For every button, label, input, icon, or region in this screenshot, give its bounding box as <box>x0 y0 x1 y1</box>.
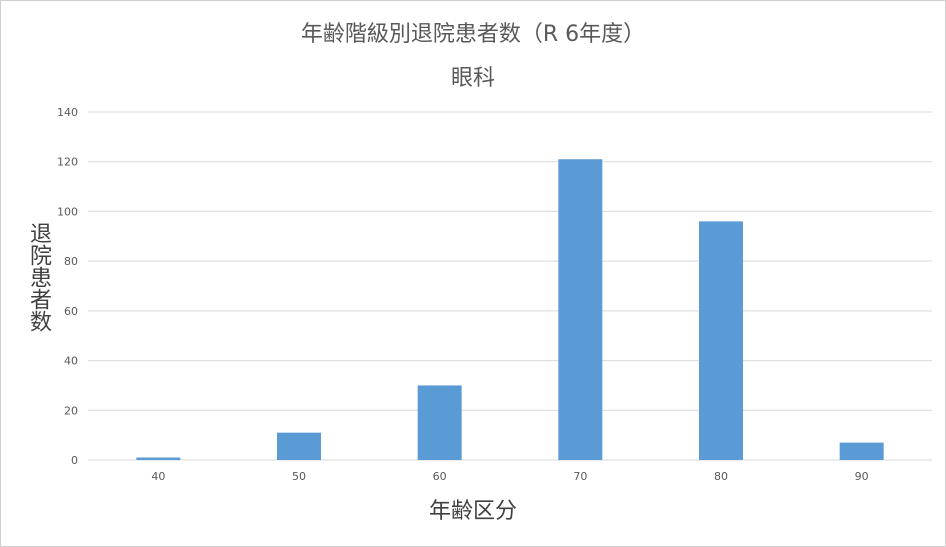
x-tick-label: 60 <box>433 470 447 483</box>
bar <box>277 432 321 460</box>
y-tick-label: 120 <box>57 156 78 169</box>
bar <box>558 159 603 460</box>
y-tick-label: 80 <box>64 255 78 268</box>
y-tick-label: 20 <box>64 404 78 417</box>
bar <box>699 221 743 460</box>
bar <box>839 442 884 460</box>
x-tick-label: 80 <box>714 470 728 483</box>
chart-subtitle: 眼科 <box>450 66 495 91</box>
y-axis-label: 退院患者数 <box>26 222 51 332</box>
x-tick-label: 50 <box>292 470 306 483</box>
chart-title: 年齢階級別退院患者数（R 6年度） <box>300 22 646 47</box>
y-tick-label: 140 <box>57 106 78 119</box>
x-tick-label: 70 <box>573 470 587 483</box>
y-tick-label: 100 <box>57 205 78 218</box>
y-tick-label: 60 <box>64 305 78 318</box>
y-tick-label: 0 <box>71 454 78 467</box>
x-tick-label: 40 <box>151 470 165 483</box>
bar <box>136 457 181 460</box>
x-tick-label: 90 <box>855 470 869 483</box>
bar <box>417 385 462 460</box>
x-axis-label: 年齢区分 <box>428 499 517 524</box>
y-tick-label: 40 <box>64 355 78 368</box>
